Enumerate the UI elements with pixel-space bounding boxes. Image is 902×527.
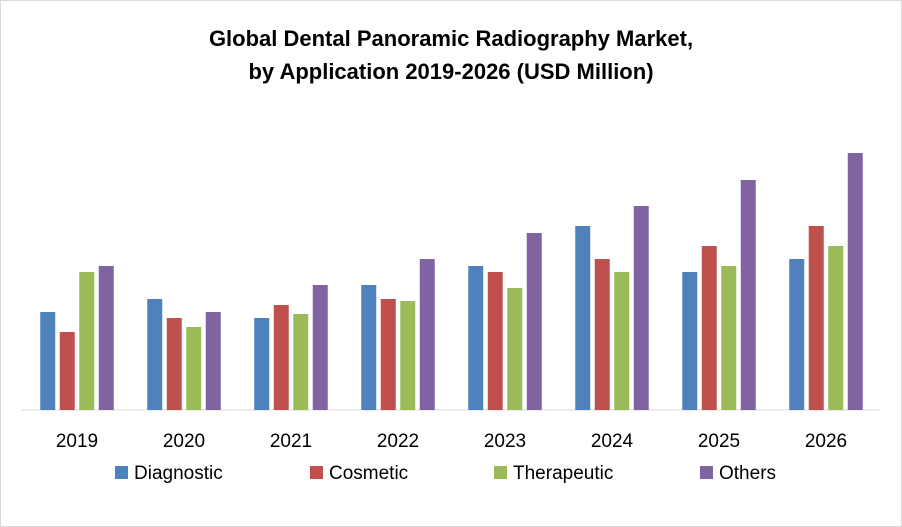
x-tick-label: 2023 [484, 431, 526, 452]
bar [419, 259, 435, 410]
chart-title: Global Dental Panoramic Radiography Mark… [209, 26, 693, 51]
x-tick-label: 2021 [270, 431, 312, 452]
bar [575, 226, 591, 410]
x-tick-label: 2026 [805, 431, 847, 452]
bar [594, 259, 610, 410]
bar [828, 246, 844, 410]
bar [273, 305, 289, 410]
x-tick-label: 2020 [163, 431, 205, 452]
bar [507, 288, 523, 410]
bar [380, 299, 396, 410]
bar [526, 233, 542, 410]
bar [614, 272, 630, 410]
legend-label: Diagnostic [134, 463, 223, 484]
bar [740, 180, 756, 410]
bar [682, 272, 698, 410]
bar [721, 266, 737, 410]
bar [400, 301, 416, 410]
legend-swatch [310, 466, 323, 479]
legend-label: Others [719, 463, 776, 484]
bar [847, 153, 863, 410]
bar [808, 226, 824, 410]
legend-swatch [494, 466, 507, 479]
legend-label: Cosmetic [329, 463, 408, 484]
bar [293, 314, 309, 410]
bar [79, 272, 95, 410]
bar [147, 299, 163, 410]
legend-swatch [115, 466, 128, 479]
legend-label: Therapeutic [513, 463, 613, 484]
bar [166, 318, 182, 410]
bar [701, 246, 717, 410]
bar [186, 327, 202, 410]
bar [789, 259, 805, 410]
bar [40, 312, 56, 410]
bar [254, 318, 270, 410]
x-tick-label: 2025 [698, 431, 740, 452]
bar [468, 266, 484, 410]
bar [487, 272, 503, 410]
bar [205, 312, 221, 410]
x-tick-label: 2024 [591, 431, 634, 452]
legend-swatch [700, 466, 713, 479]
bar [633, 206, 649, 410]
bar [312, 285, 328, 410]
x-tick-label: 2022 [377, 431, 419, 452]
x-tick-label: 2019 [56, 431, 98, 452]
bar [59, 332, 75, 410]
chart-title: by Application 2019-2026 (USD Million) [248, 59, 653, 84]
bar [361, 285, 377, 410]
bar [98, 266, 114, 410]
